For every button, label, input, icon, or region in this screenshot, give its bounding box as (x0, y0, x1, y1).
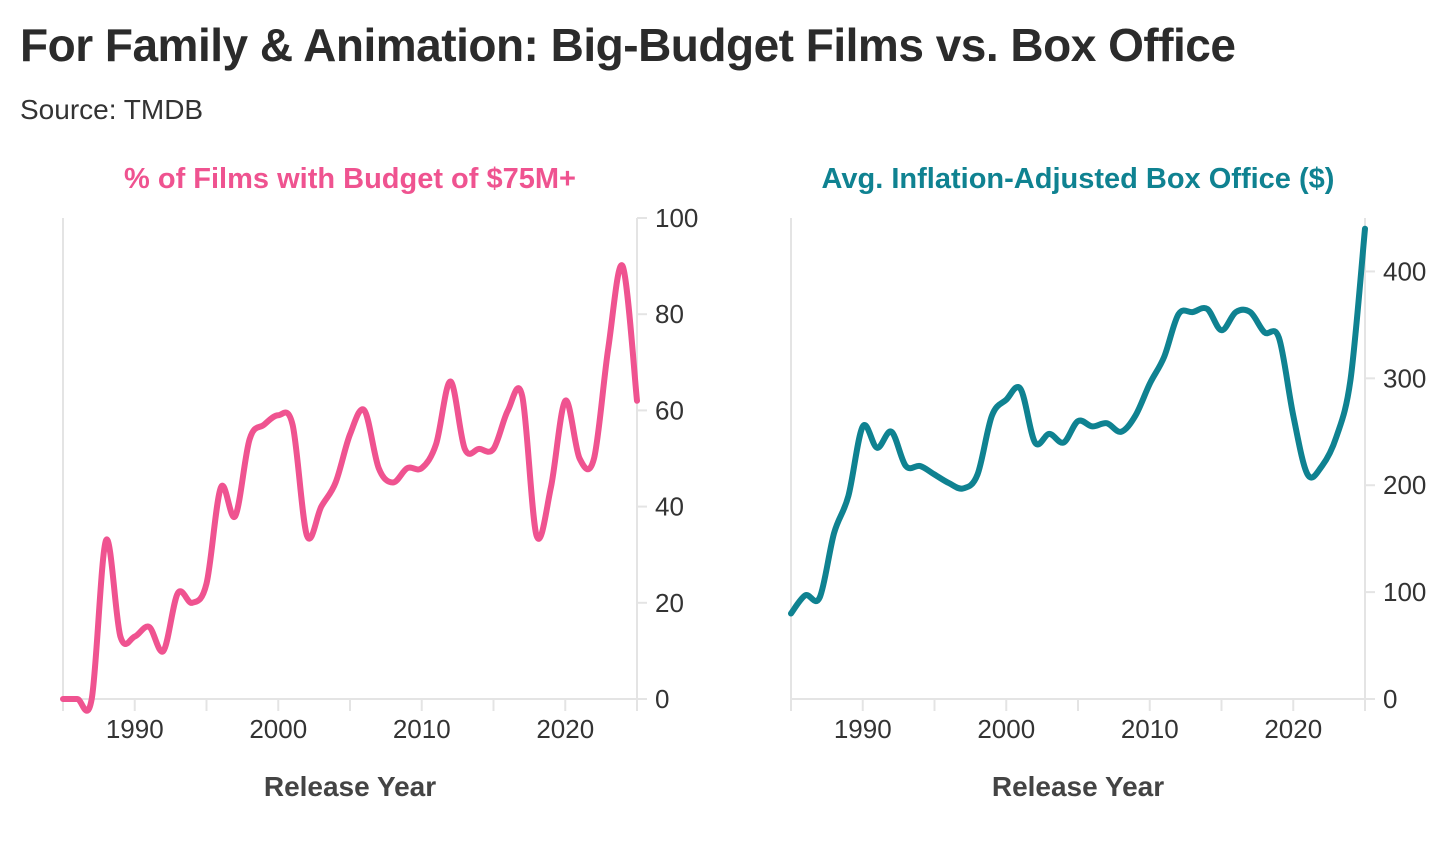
chart2-y-tick-label: 200 (1383, 470, 1426, 500)
chart1-y-tick-label: 60 (655, 395, 684, 425)
chart1-y-tick-label: 40 (655, 492, 684, 522)
chart-source: Source: TMDB (20, 94, 204, 125)
chart2-y-tick-label: 300 (1383, 363, 1426, 393)
chart2-x-tick-label: 2000 (977, 714, 1035, 744)
chart1-x-tick-label: 2020 (536, 714, 594, 744)
chart2-series-line (788, 225, 1368, 617)
chart2-x-axis-title: Release Year (992, 771, 1164, 802)
chart2-x-tick-label: 2020 (1264, 714, 1322, 744)
chart1-title: % of Films with Budget of $75M+ (124, 163, 576, 195)
chart2-x-tick-label: 2010 (1121, 714, 1179, 744)
chart1-y-tick-label: 20 (655, 588, 684, 618)
chart1-x-tick-label: 2000 (249, 714, 307, 744)
chart1-x-tick-label: 1990 (106, 714, 164, 744)
chart2-y-tick-label: 100 (1383, 577, 1426, 607)
chart1-y-tick-label: 0 (655, 684, 669, 714)
chart-main-title: For Family & Animation: Big-Budget Films… (20, 19, 1236, 71)
chart1-y-tick-label: 100 (655, 203, 698, 233)
chart1-x-tick-label: 2010 (393, 714, 451, 744)
chart2-x-tick-label: 1990 (834, 714, 892, 744)
chart2-title: Avg. Inflation-Adjusted Box Office ($) (822, 163, 1335, 195)
chart2-y-tick-label: 0 (1383, 684, 1397, 714)
chart1-x-axis-title: Release Year (264, 771, 436, 802)
chart1-y-tick-label: 80 (655, 299, 684, 329)
chart1-series-line (60, 262, 640, 714)
chart2-panel: Avg. Inflation-Adjusted Box Office ($) 19… (788, 163, 1426, 802)
chart2-y-tick-label: 400 (1383, 256, 1426, 286)
chart1-panel: % of Films with Budget of $75M+ 1990 2000 2… (60, 163, 698, 802)
